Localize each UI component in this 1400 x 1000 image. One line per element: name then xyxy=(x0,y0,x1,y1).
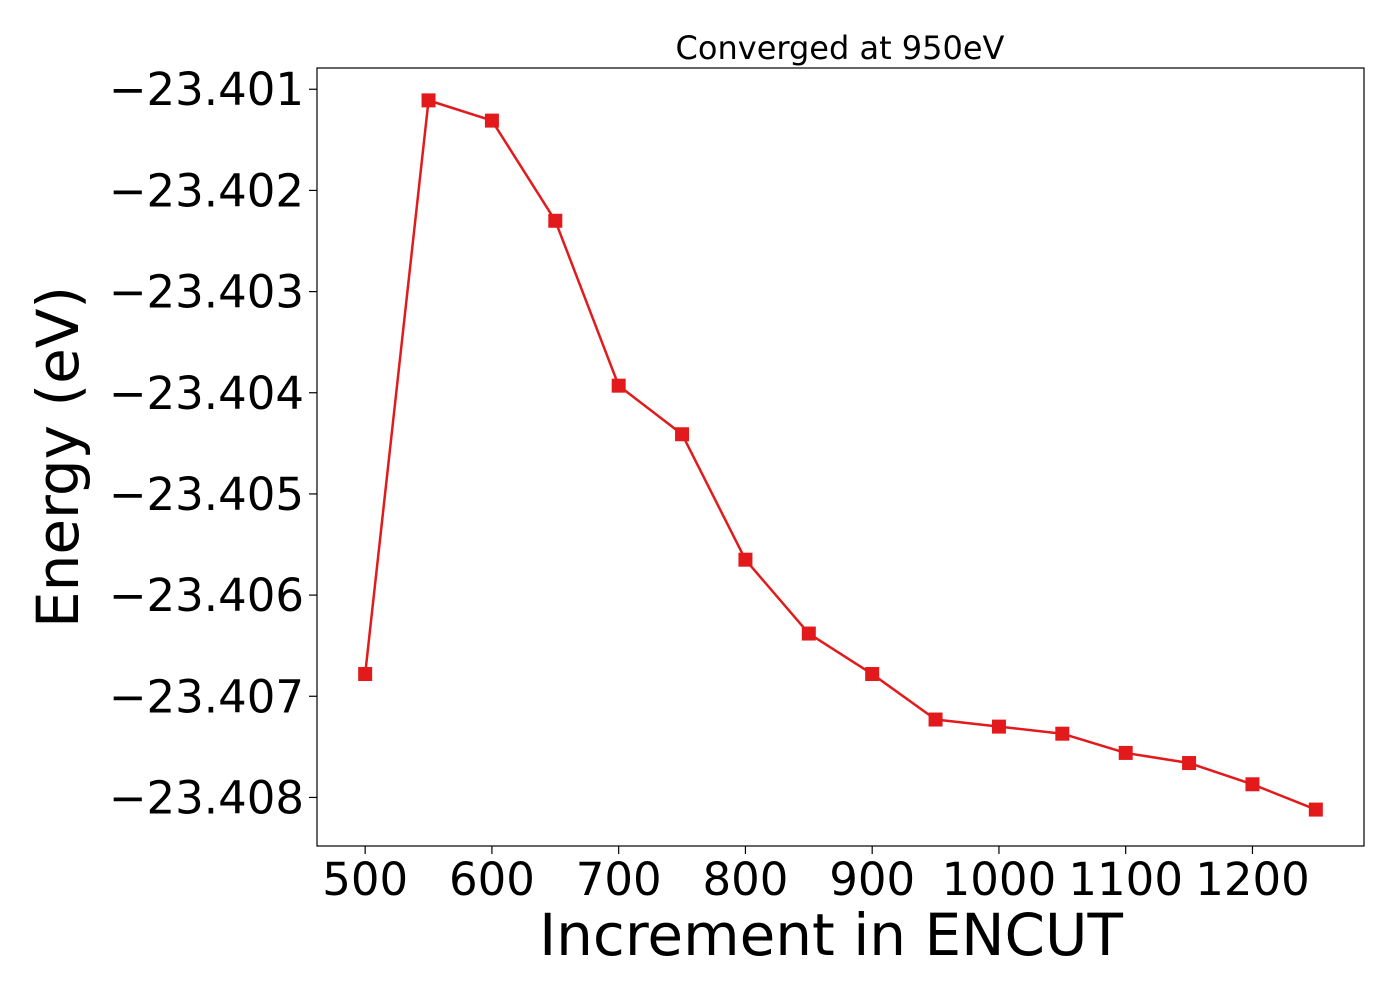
y-tick-label: −23.401 xyxy=(109,63,304,116)
x-tick-label: 1000 xyxy=(942,853,1057,906)
x-tick-label: 900 xyxy=(829,853,915,906)
plot-area-frame xyxy=(316,67,1365,847)
y-axis-label: Energy (eV) xyxy=(24,286,92,628)
y-axis-ticks: −23.401 −23.402 −23.403 −23.404 −23.405 −23.4… xyxy=(109,63,317,824)
x-tick-label: 1200 xyxy=(1195,853,1310,906)
y-tick-label: −23.404 xyxy=(109,367,304,420)
x-tick-label: 500 xyxy=(322,853,408,906)
data-point-marker xyxy=(548,213,563,228)
data-point-marker xyxy=(611,378,626,393)
y-tick-label: −23.406 xyxy=(109,569,304,622)
data-point-marker xyxy=(1245,777,1260,792)
series-markers xyxy=(358,93,1323,817)
y-tick-label: −23.403 xyxy=(109,266,304,319)
data-point-marker xyxy=(1182,756,1197,771)
data-point-marker xyxy=(358,667,373,682)
data-point-marker xyxy=(865,667,880,682)
data-point-marker xyxy=(991,719,1006,734)
data-point-marker xyxy=(738,552,753,567)
chart-title: Converged at 950eV xyxy=(676,29,1005,67)
data-point-marker xyxy=(675,427,690,442)
data-point-marker xyxy=(928,712,943,727)
data-point-marker xyxy=(421,93,436,108)
y-tick-label: −23.405 xyxy=(109,468,304,521)
data-point-marker xyxy=(484,113,499,128)
x-tick-label: 1100 xyxy=(1068,853,1183,906)
y-tick-label: −23.408 xyxy=(109,771,304,824)
y-tick-label: −23.407 xyxy=(109,670,304,723)
x-axis-ticks: 500 600 700 800 900 1000 1100 1200 xyxy=(322,846,1310,906)
x-axis-label: Increment in ENCUT xyxy=(539,901,1123,969)
series-line xyxy=(363,99,1317,811)
data-point-marker xyxy=(1118,745,1133,760)
data-point-marker xyxy=(1055,726,1070,741)
x-tick-label: 700 xyxy=(576,853,662,906)
y-tick-label: −23.402 xyxy=(109,164,304,217)
x-tick-label: 600 xyxy=(449,853,535,906)
data-point-marker xyxy=(801,626,816,641)
x-tick-label: 800 xyxy=(702,853,788,906)
data-point-marker xyxy=(1308,802,1323,817)
